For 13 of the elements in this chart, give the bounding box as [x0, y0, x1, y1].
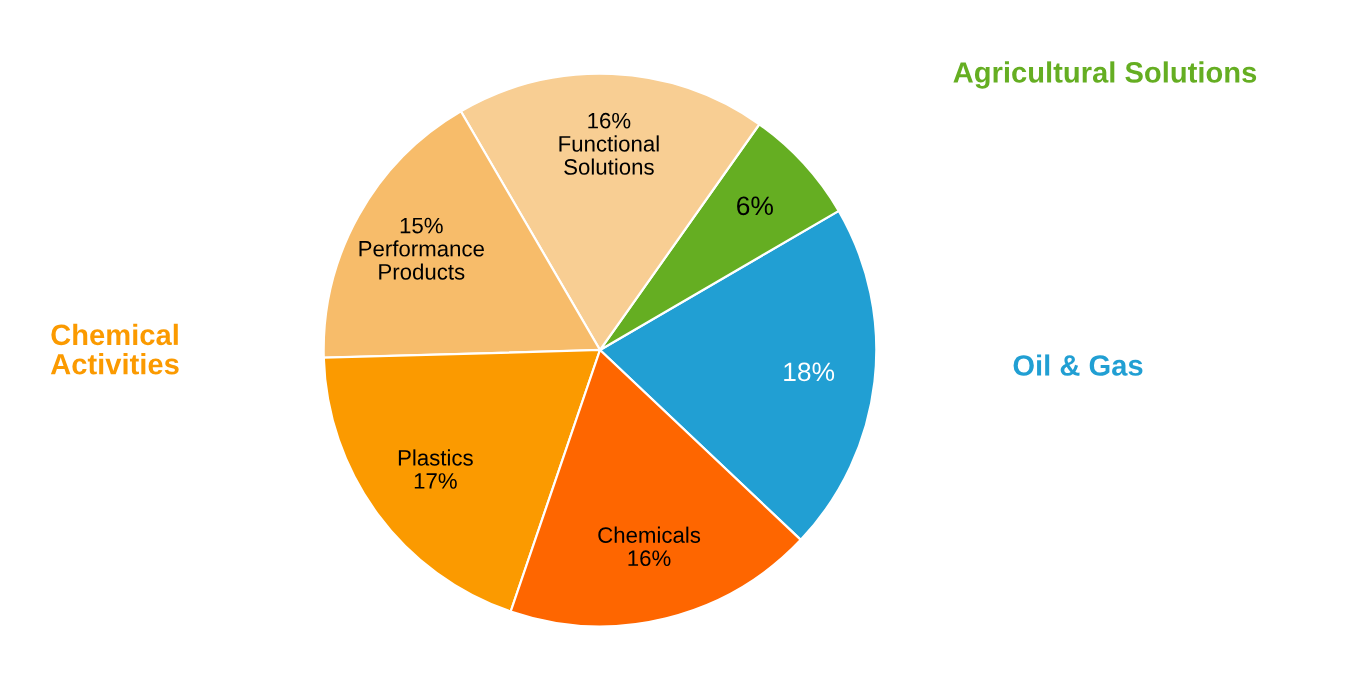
data-label: 15% — [400, 217, 443, 234]
data-label: 16% — [628, 550, 671, 567]
slice-label: Chemicals — [598, 526, 701, 543]
data-label: 18% — [784, 362, 835, 382]
data-label: 6% — [737, 196, 773, 216]
data-label: 16% — [588, 112, 631, 129]
slice-label: Performance Products — [359, 240, 484, 280]
text: Chemical Activities — [50, 323, 179, 375]
data-label: 17% — [414, 473, 457, 489]
text: Oil & Gas — [1013, 354, 1143, 376]
slice-label: Functional Solutions — [559, 135, 659, 175]
text: Agricultural Solutions — [953, 61, 1257, 89]
slice-label: Plastics — [398, 449, 473, 466]
